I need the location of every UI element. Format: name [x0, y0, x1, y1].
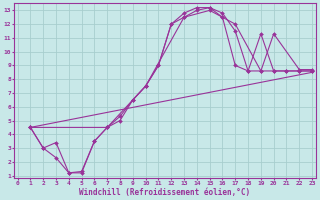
X-axis label: Windchill (Refroidissement éolien,°C): Windchill (Refroidissement éolien,°C) — [79, 188, 251, 197]
